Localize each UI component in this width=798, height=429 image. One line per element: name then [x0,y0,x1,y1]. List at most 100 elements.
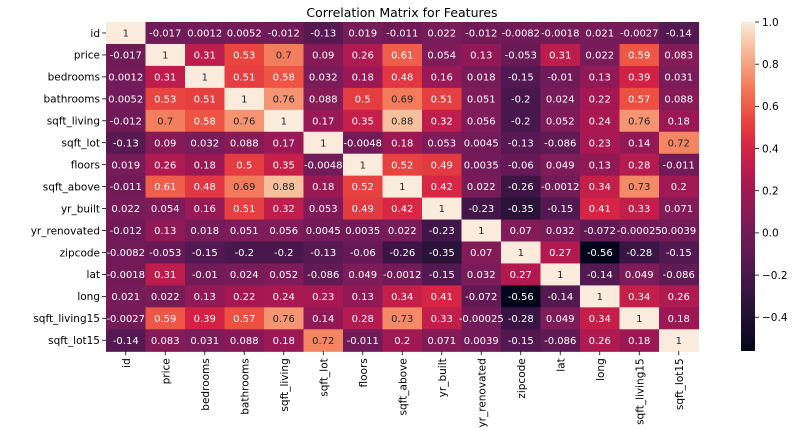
cell-annotation: 0.17 [312,116,334,127]
x-tick-label: price [160,358,172,384]
cell-annotation: 0.76 [273,314,295,325]
heatmap-cell [264,329,305,352]
heatmap-cell [422,87,463,111]
heatmap-cell [422,197,463,221]
heatmap-cell [264,307,305,330]
heatmap-cell [461,153,502,177]
colorbar: 1.0 0.8 0.6 0.4 0.2 0.0 −0.2 −0.4 [741,17,788,351]
heatmap-cell [382,329,423,352]
heatmap-cell [145,175,186,199]
heatmap-cell [659,307,700,330]
colorbar-tick-label: 0.2 [762,186,779,198]
heatmap-cell [185,307,226,330]
heatmap-cell [343,131,384,155]
heatmap-cell [106,197,147,221]
colorbar-tick-label: 0.0 [762,228,779,240]
y-tick-label: sqft_living [47,116,100,128]
heatmap-cell [264,175,305,199]
heatmap-cell [501,197,542,221]
cell-annotation: 0.53 [233,51,255,62]
cell-annotation: 0.071 [664,204,693,215]
heatmap-cell [382,285,423,308]
cell-annotation: 0.022 [151,292,180,303]
cell-annotation: -0.56 [508,292,534,303]
cell-annotation: 0.13 [589,160,611,171]
cell-annotation: 0.053 [427,138,456,149]
cell-annotation: 0.73 [391,314,413,325]
x-tick-label: bedrooms [200,358,212,410]
cell-annotation: -0.56 [587,248,613,259]
heatmap-cell [264,197,305,221]
cell-annotation: 0.72 [312,336,334,347]
cell-annotation: 0.34 [589,314,611,325]
cell-annotation: -0.15 [508,336,534,347]
y-tick-label: bathrooms [43,94,100,106]
cell-annotation: 0.18 [668,116,690,127]
heatmap-cell [659,241,700,265]
x-tick-label: floors [358,358,370,387]
heatmap-cell [540,87,581,111]
y-tick-label: id [90,28,100,40]
heatmap-cell [106,285,147,308]
heatmap-cell [145,87,186,111]
heatmap-cell [303,219,344,243]
cell-annotation: 0.022 [467,182,496,193]
heatmap-cell [303,285,344,308]
heatmap-cell [343,175,384,199]
cell-annotation: 1 [241,94,247,105]
heatmap-cell [461,263,502,286]
heatmap-cell [343,329,384,352]
heatmap-cell [343,153,384,177]
heatmap-cell [540,307,581,330]
heatmap-cell [145,285,186,308]
heatmap-cell [343,43,384,67]
heatmap-cell [501,329,542,352]
heatmap-cell [145,307,186,330]
heatmap-cell [145,241,186,265]
heatmap-cell [619,43,660,67]
cell-annotation: 0.13 [352,292,374,303]
cell-annotation: -0.15 [666,248,692,259]
cell-annotation: -0.011 [386,29,418,40]
heatmap-cell [501,241,542,265]
heatmap-cell [580,219,621,243]
colorbar-gradient [741,22,755,351]
heatmap-cell [343,197,384,221]
cell-annotation: 0.07 [510,226,532,237]
heatmap-cell [264,153,305,177]
cell-annotation: 0.88 [273,182,295,193]
cell-annotation: 0.18 [391,138,413,149]
cell-annotation: -0.01 [192,270,218,281]
x-tick-label: sqft_lot15 [674,358,686,410]
cell-annotation: 0.49 [352,204,374,215]
heatmap-cell [106,131,147,155]
cell-annotation: 0.26 [589,336,611,347]
heatmap-cell [619,153,660,177]
cell-annotation: 0.049 [546,314,575,325]
heatmap-cell [619,241,660,265]
heatmap-cell [382,131,423,155]
heatmap-cell [185,87,226,111]
cell-annotation: 0.7 [276,51,292,62]
heatmap-cell [580,197,621,221]
heatmap-cell [224,22,265,45]
heatmap-cell [264,109,305,133]
cell-annotation: 0.052 [546,116,575,127]
cell-annotation: -0.28 [508,314,534,325]
heatmap-cell [303,131,344,155]
heatmap-cell [580,329,621,352]
cell-annotation: 0.032 [190,138,219,149]
heatmap-cell [422,175,463,199]
cell-annotation: -0.0012 [383,270,422,281]
heatmap-cell [224,175,265,199]
heatmap-cell [382,65,423,89]
cell-annotation: -0.072 [584,226,616,237]
cell-annotation: 0.42 [431,182,453,193]
cell-annotation: 0.33 [431,314,453,325]
heatmap-cell [461,307,502,330]
heatmap-cell [106,175,147,199]
heatmap-cell [580,307,621,330]
heatmap-cell [382,307,423,330]
cell-annotation: 0.022 [585,51,614,62]
heatmap-cell [422,131,463,155]
